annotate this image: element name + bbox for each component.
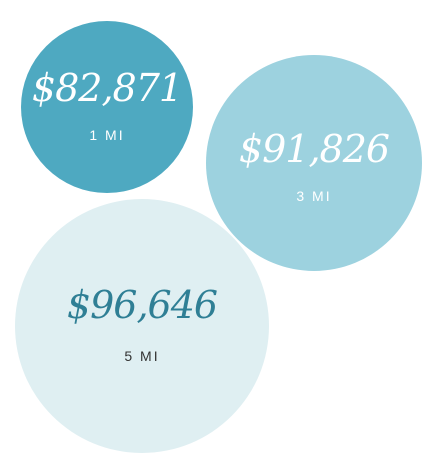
circle-3mi: $91,826 3 MI <box>206 55 422 271</box>
radius-label: 1 MI <box>89 127 124 143</box>
income-value: $91,826 <box>239 127 389 171</box>
income-value: $82,871 <box>32 66 182 110</box>
circle-5mi: $96,646 5 MI <box>15 199 269 453</box>
circle <box>15 199 269 453</box>
circle-1mi: $82,871 1 MI <box>21 21 193 193</box>
circle <box>206 55 422 271</box>
radius-label: 5 MI <box>124 348 159 364</box>
radius-label: 3 MI <box>296 188 331 204</box>
circle <box>21 21 193 193</box>
income-value: $96,646 <box>67 283 217 327</box>
